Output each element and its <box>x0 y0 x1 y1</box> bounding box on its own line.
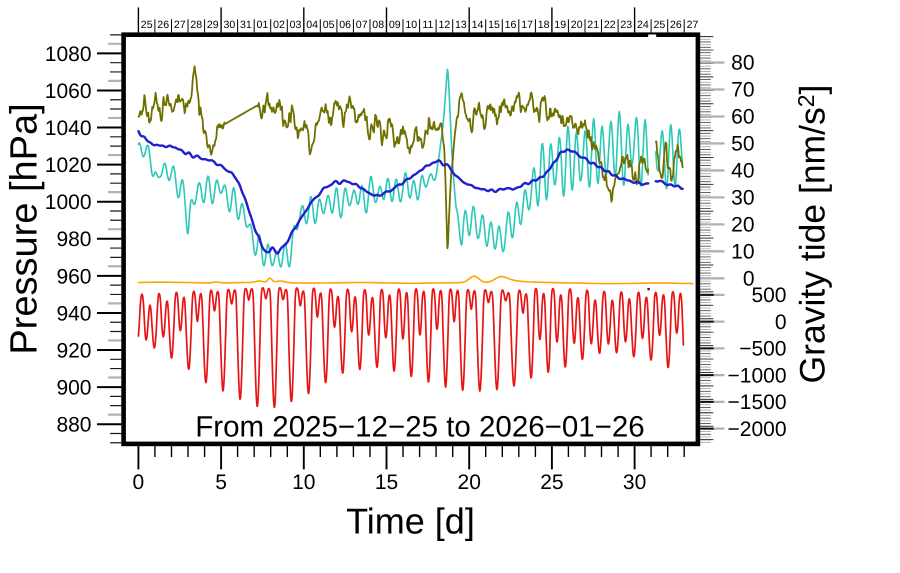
svg-text:Gravity tide [nm/s2]: Gravity tide [nm/s2] <box>793 85 833 384</box>
svg-text:07: 07 <box>356 19 368 31</box>
svg-text:15: 15 <box>488 19 500 31</box>
svg-text:29: 29 <box>207 19 219 31</box>
svg-text:30: 30 <box>224 19 236 31</box>
svg-text:12: 12 <box>439 19 451 31</box>
svg-text:19: 19 <box>554 19 566 31</box>
svg-text:920: 920 <box>56 339 91 362</box>
svg-text:40: 40 <box>731 160 754 183</box>
svg-text:26: 26 <box>670 19 682 31</box>
svg-text:25: 25 <box>540 471 563 494</box>
svg-text:−1000: −1000 <box>728 364 787 387</box>
svg-text:10: 10 <box>405 19 417 31</box>
svg-text:06: 06 <box>339 19 351 31</box>
svg-text:1020: 1020 <box>45 154 92 177</box>
svg-text:09: 09 <box>389 19 401 31</box>
svg-text:980: 980 <box>56 228 91 251</box>
svg-text:15: 15 <box>375 471 398 494</box>
svg-text:0: 0 <box>743 268 755 291</box>
svg-text:24: 24 <box>637 19 649 31</box>
svg-text:900: 900 <box>56 377 91 400</box>
svg-text:5: 5 <box>215 471 227 494</box>
svg-text:80: 80 <box>731 52 754 75</box>
svg-text:30: 30 <box>731 187 754 210</box>
svg-text:500: 500 <box>751 284 786 307</box>
svg-text:0: 0 <box>133 471 145 494</box>
svg-text:02: 02 <box>273 19 285 31</box>
svg-text:23: 23 <box>620 19 632 31</box>
svg-text:10: 10 <box>731 241 754 264</box>
svg-text:1040: 1040 <box>45 117 92 140</box>
svg-text:25: 25 <box>141 19 153 31</box>
svg-text:04: 04 <box>306 19 318 31</box>
svg-text:31: 31 <box>240 19 252 31</box>
svg-text:Pressure [hPa]: Pressure [hPa] <box>4 103 46 354</box>
svg-text:30: 30 <box>623 471 646 494</box>
svg-text:1060: 1060 <box>45 80 92 103</box>
svg-text:20: 20 <box>458 471 481 494</box>
svg-text:960: 960 <box>56 265 91 288</box>
svg-text:27: 27 <box>687 19 699 31</box>
svg-text:−1500: −1500 <box>728 391 787 414</box>
svg-text:10: 10 <box>292 471 315 494</box>
svg-text:Time [d]: Time [d] <box>346 501 475 542</box>
svg-text:13: 13 <box>455 19 467 31</box>
svg-text:16: 16 <box>505 19 517 31</box>
svg-text:28: 28 <box>190 19 202 31</box>
svg-text:−500: −500 <box>739 338 786 361</box>
svg-text:03: 03 <box>290 19 302 31</box>
svg-text:05: 05 <box>323 19 335 31</box>
svg-text:14: 14 <box>472 19 484 31</box>
svg-text:01: 01 <box>257 19 269 31</box>
svg-text:20: 20 <box>731 214 754 237</box>
svg-text:22: 22 <box>604 19 616 31</box>
svg-text:08: 08 <box>372 19 384 31</box>
svg-text:1000: 1000 <box>45 191 92 214</box>
svg-text:20: 20 <box>571 19 583 31</box>
svg-text:27: 27 <box>174 19 186 31</box>
svg-text:17: 17 <box>521 19 533 31</box>
svg-text:21: 21 <box>587 19 599 31</box>
svg-text:880: 880 <box>56 414 91 437</box>
svg-text:From 2025−12−25 to 2026−01−26: From 2025−12−25 to 2026−01−26 <box>195 411 644 444</box>
svg-text:25: 25 <box>654 19 666 31</box>
svg-text:11: 11 <box>422 19 433 31</box>
svg-text:1080: 1080 <box>45 43 92 66</box>
svg-text:70: 70 <box>731 79 754 102</box>
svg-text:50: 50 <box>731 133 754 156</box>
svg-text:0: 0 <box>775 311 787 334</box>
svg-text:26: 26 <box>157 19 169 31</box>
svg-text:−2000: −2000 <box>728 418 787 441</box>
svg-text:940: 940 <box>56 302 91 325</box>
svg-text:18: 18 <box>538 19 550 31</box>
svg-text:60: 60 <box>731 106 754 129</box>
